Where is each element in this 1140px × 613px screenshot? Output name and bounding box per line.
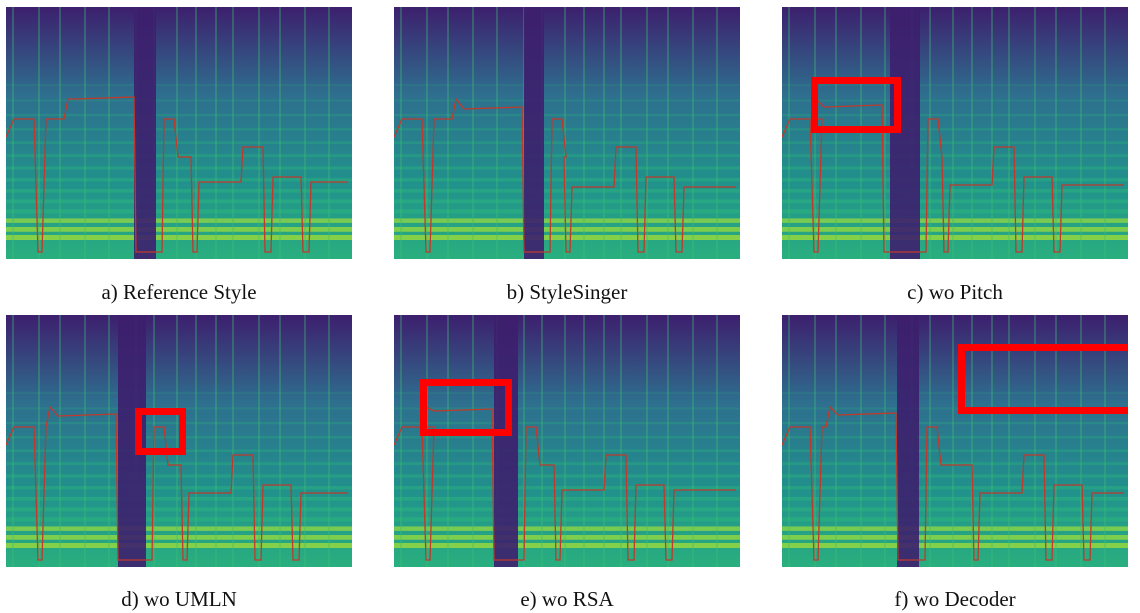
mel-spectrogram-f xyxy=(782,315,1128,567)
caption-b: b) StyleSinger xyxy=(506,280,628,304)
mel-spectrogram-d xyxy=(6,315,352,567)
spectrogram-panel-d xyxy=(6,315,352,567)
mel-spectrogram-e xyxy=(394,315,740,567)
spectrogram-panel-b xyxy=(394,7,740,259)
spectrogram-panel-f xyxy=(782,315,1128,567)
caption-d: d) wo UMLN xyxy=(121,587,237,611)
caption-a: a) Reference Style xyxy=(101,280,257,304)
spectrogram-panel-c xyxy=(782,7,1128,259)
caption-f: f) wo Decoder xyxy=(894,587,1016,611)
mel-spectrogram-c xyxy=(782,7,1128,259)
mel-spectrogram-a xyxy=(6,7,352,259)
spectrogram-panel-e xyxy=(394,315,740,567)
caption-c: c) wo Pitch xyxy=(907,280,1003,304)
spectrogram-panel-a xyxy=(6,7,352,259)
mel-spectrogram-b xyxy=(394,7,740,259)
caption-e: e) wo RSA xyxy=(520,587,614,611)
